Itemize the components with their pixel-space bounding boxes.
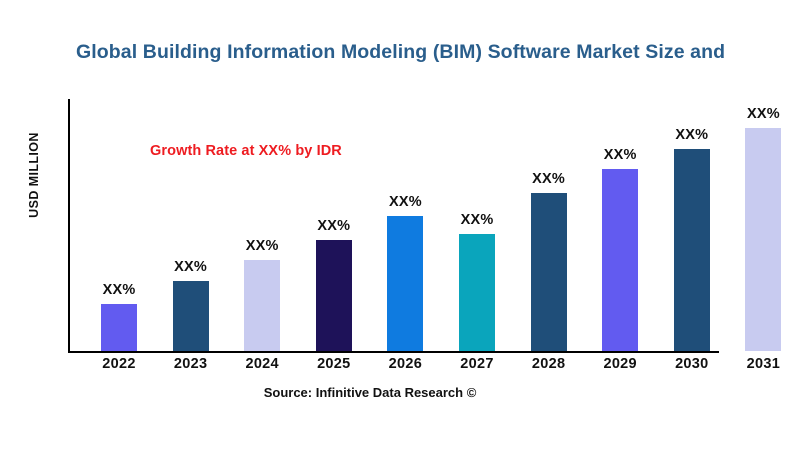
bar-2023[interactable] bbox=[172, 281, 209, 351]
y-axis-line bbox=[68, 99, 70, 352]
bar-2029[interactable] bbox=[602, 169, 639, 351]
bar-value-label-2028: XX% bbox=[532, 171, 566, 187]
bar-2027[interactable] bbox=[459, 234, 495, 351]
bar-group-2022[interactable]: XX% bbox=[101, 0, 137, 351]
bar-group-2025[interactable]: XX% bbox=[315, 0, 352, 351]
bar-value-label-2023: XX% bbox=[174, 259, 208, 275]
bar-value-label-2029: XX% bbox=[603, 147, 637, 163]
bar-2024[interactable] bbox=[244, 260, 281, 351]
x-tick-label-2025: 2025 bbox=[317, 356, 351, 372]
bar-group-2027[interactable]: XX% bbox=[459, 0, 495, 351]
source-note: Source: Infinitive Data Research © bbox=[263, 385, 477, 400]
x-tick-label-2029: 2029 bbox=[603, 356, 637, 372]
growth-rate-annotation: Growth Rate at XX% by IDR bbox=[150, 143, 342, 159]
bar-2025[interactable] bbox=[315, 240, 352, 351]
bar-value-label-2031: XX% bbox=[746, 106, 780, 122]
bar-2022[interactable] bbox=[101, 304, 137, 351]
bar-value-label-2027: XX% bbox=[460, 212, 494, 228]
x-tick-label-2024: 2024 bbox=[245, 356, 279, 372]
x-tick-label-2031: 2031 bbox=[746, 356, 781, 372]
bar-value-label-2026: XX% bbox=[388, 194, 422, 210]
bar-group-2031[interactable]: XX% bbox=[745, 0, 782, 351]
bar-2030[interactable] bbox=[673, 149, 710, 351]
x-tick-label-2022: 2022 bbox=[102, 356, 136, 372]
bar-group-2026[interactable]: XX% bbox=[387, 0, 424, 351]
x-tick-label-2023: 2023 bbox=[173, 356, 208, 372]
x-tick-label-2026: 2026 bbox=[388, 356, 423, 372]
bar-group-2028[interactable]: XX% bbox=[530, 0, 567, 351]
chart-title: Global Building Information Modeling (BI… bbox=[76, 41, 726, 63]
bar-group-2024[interactable]: XX% bbox=[244, 0, 281, 351]
bar-group-2023[interactable]: XX% bbox=[172, 0, 209, 351]
bar-2026[interactable] bbox=[387, 216, 424, 351]
bar-2028[interactable] bbox=[530, 193, 567, 351]
bar-value-label-2024: XX% bbox=[245, 238, 279, 254]
bar-group-2030[interactable]: XX% bbox=[673, 0, 710, 351]
bar-2031[interactable] bbox=[745, 128, 782, 351]
bar-group-2029[interactable]: XX% bbox=[602, 0, 639, 351]
x-tick-label-2030: 2030 bbox=[675, 356, 709, 372]
x-axis-line bbox=[68, 351, 719, 353]
bar-value-label-2030: XX% bbox=[675, 127, 709, 143]
x-tick-label-2027: 2027 bbox=[460, 356, 494, 372]
bar-value-label-2025: XX% bbox=[317, 218, 351, 234]
bar-value-label-2022: XX% bbox=[102, 282, 136, 298]
x-tick-label-2028: 2028 bbox=[531, 356, 566, 372]
